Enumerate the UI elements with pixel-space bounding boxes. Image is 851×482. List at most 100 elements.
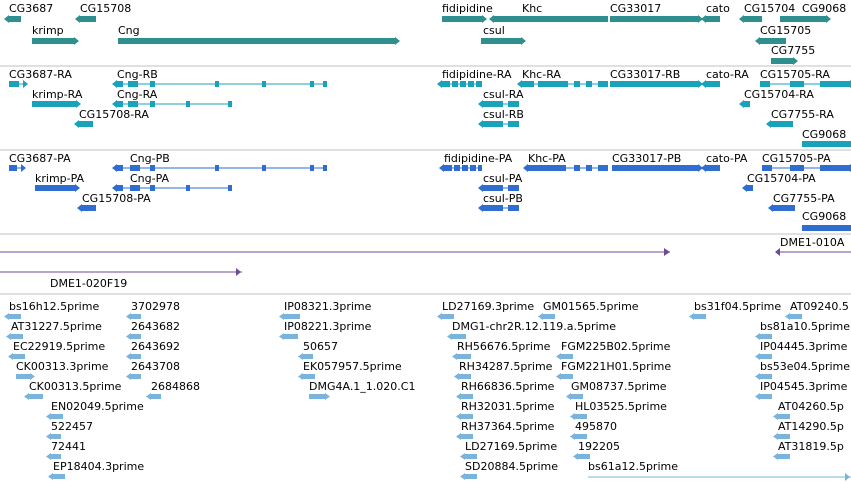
feature-khc-ra[interactable]: Khc-RA: [517, 68, 608, 88]
feature-50657[interactable]: 50657: [298, 340, 338, 360]
feature-cg15704-pa[interactable]: CG15704-PA: [742, 172, 816, 192]
feature-cg3687-ra[interactable]: CG3687-RA: [9, 68, 72, 88]
feature-csul[interactable]: csul: [481, 24, 526, 45]
feature-cg15704[interactable]: CG15704: [739, 2, 795, 23]
feature-ck00313-5prime[interactable]: CK00313.5prime: [24, 380, 122, 400]
feature-at31227-5prime[interactable]: AT31227.5prime: [6, 320, 102, 340]
feature-rh34287-5prime[interactable]: RH34287.5prime: [454, 360, 553, 380]
feature-cng-pb[interactable]: Cng-PB: [112, 152, 327, 172]
feature-495870[interactable]: 495870: [570, 420, 617, 440]
feature-rh32031-5prime[interactable]: RH32031.5prime: [456, 400, 555, 420]
feature-csul-pb[interactable]: csul-PB: [478, 192, 523, 212]
feature-fgm225b02-5prime[interactable]: FGM225B02.5prime: [556, 340, 671, 360]
feature-fidipidine[interactable]: fidipidine: [442, 2, 493, 23]
feature-cg33017-pb[interactable]: CG33017-PB: [612, 152, 703, 172]
feature-cato[interactable]: cato: [701, 2, 730, 23]
feature-ip04445-3prime[interactable]: IP04445.3prime: [755, 340, 848, 360]
feature-label: CG3687-PA: [9, 152, 71, 165]
feature-cg15704-ra[interactable]: CG15704-RA: [739, 88, 814, 108]
feature-cg15705[interactable]: CG15705: [755, 24, 811, 45]
feature-fidipidine-pa[interactable]: fidipidine-PA: [439, 152, 513, 172]
feature-rh56676-5prime[interactable]: RH56676.5prime: [452, 340, 551, 360]
feature-cg15708-ra[interactable]: CG15708-RA: [74, 108, 149, 128]
feature-ip08321-3prime[interactable]: IP08321.3prime: [279, 300, 372, 320]
feature-bs16h12-5prime[interactable]: bs16h12.5prime: [4, 300, 99, 320]
feature-gm08737-5prime[interactable]: GM08737.5prime: [566, 380, 667, 400]
feature-gm01565-5prime[interactable]: GM01565.5prime: [538, 300, 639, 320]
feature-khc[interactable]: Khc: [489, 2, 608, 23]
feature-krimp-pa[interactable]: krimp-PA: [35, 172, 85, 192]
feature-ld27169-3prime[interactable]: LD27169.3prime: [437, 300, 534, 320]
feature-cng[interactable]: Cng: [118, 24, 400, 45]
feature-dme1-020f19[interactable]: DME1-020F19: [0, 268, 242, 290]
feature-cg3687[interactable]: CG3687: [4, 2, 53, 23]
feature-dmg1-chr2r-12-119-a-5prime[interactable]: DMG1-chr2R.12.119.a.5prime: [447, 320, 616, 340]
feature-en02049-5prime[interactable]: EN02049.5prime: [46, 400, 144, 420]
feature-2684868[interactable]: 2684868: [146, 380, 200, 400]
feature-cg7755[interactable]: CG7755: [771, 44, 815, 65]
feature-192205[interactable]: 192205: [573, 440, 620, 460]
feature-cg15705-pa[interactable]: CG15705-PA: [762, 152, 851, 172]
feature-csul-pa[interactable]: csul-PA: [478, 172, 523, 192]
feature-cng-ra[interactable]: Cng-RA: [112, 88, 232, 108]
feature-bs31f04-5prime[interactable]: bs31f04.5prime: [689, 300, 781, 320]
feature-ip08221-3prime[interactable]: IP08221.3prime: [279, 320, 372, 340]
feature-cato-ra[interactable]: cato-RA: [701, 68, 749, 88]
feature-cg15708-pa[interactable]: CG15708-PA: [77, 192, 151, 212]
feature-cg15705-ra[interactable]: CG15705-RA: [760, 68, 851, 88]
strand-arrow-icon: [126, 373, 131, 380]
feature-ek057957-5prime[interactable]: EK057957.5prime: [298, 360, 402, 380]
feature-krimp-ra[interactable]: krimp-RA: [32, 88, 83, 108]
feature-bs53e04-5prime[interactable]: bs53e04.5prime: [755, 360, 850, 380]
feature-72441[interactable]: 72441: [46, 440, 86, 460]
feature-cg3687-pa[interactable]: CG3687-PA: [9, 152, 71, 172]
feature-ip04545-3prime[interactable]: IP04545.3prime: [755, 380, 848, 400]
feature-dmg4a-1-1-020-c1[interactable]: DMG4A.1_1.020.C1: [309, 380, 415, 400]
feature-ld27169-5prime[interactable]: LD27169.5prime: [460, 440, 557, 460]
exon-block: [468, 81, 474, 87]
feature-3702978[interactable]: 3702978: [126, 300, 180, 320]
feature-fidipidine-ra[interactable]: fidipidine-RA: [437, 68, 512, 88]
feature-csul-rb[interactable]: csul-RB: [478, 108, 524, 128]
feature-csul-ra[interactable]: csul-RA: [478, 88, 524, 108]
strand-arrow-icon: [689, 313, 694, 320]
feature-ec22919-5prime[interactable]: EC22919.5prime: [8, 340, 105, 360]
feature-bs81a10-5prime[interactable]: bs81a10.5prime: [755, 320, 850, 340]
feature-dme1-010a[interactable]: DME1-010A: [775, 236, 851, 256]
feature-at04260-5p[interactable]: AT04260.5p: [773, 400, 844, 420]
feature-ep18404-3prime[interactable]: EP18404.3prime: [48, 460, 144, 480]
feature-hl03525-5prime[interactable]: HL03525.5prime: [570, 400, 667, 420]
feature-cg7755-ra[interactable]: CG7755-RA: [766, 108, 834, 128]
feature-sd20884-5prime[interactable]: SD20884.5prime: [460, 460, 558, 480]
exon-block: [215, 165, 219, 171]
feature-at09240-5[interactable]: AT09240.5: [785, 300, 849, 320]
feature-cg9068[interactable]: CG9068: [802, 210, 851, 232]
feature-krimp[interactable]: krimp: [32, 24, 79, 45]
feature-cg33017[interactable]: CG33017: [610, 2, 703, 23]
feature-cg15708[interactable]: CG15708: [75, 2, 131, 23]
feature-ck00313-3prime[interactable]: CK00313.3prime: [16, 360, 109, 380]
feature-cato-pa[interactable]: cato-PA: [701, 152, 748, 172]
feature-2643708[interactable]: 2643708: [126, 360, 180, 380]
feature-fgm221h01-5prime[interactable]: FGM221H01.5prime: [556, 360, 671, 380]
feature-2643692[interactable]: 2643692: [126, 340, 180, 360]
feature-label: csul-PA: [483, 172, 523, 185]
feature-cng-pa[interactable]: Cng-PA: [112, 172, 232, 192]
feature-khc-pa[interactable]: Khc-PA: [523, 152, 608, 172]
feature-at14290-5p[interactable]: AT14290.5p: [773, 420, 844, 440]
feature-cg7755-pa[interactable]: CG7755-PA: [768, 192, 835, 212]
feature-bs61a12-5prime[interactable]: bs61a12.5prime: [588, 460, 851, 481]
feature-522457[interactable]: 522457: [46, 420, 93, 440]
feature-cg33017-rb[interactable]: CG33017-RB: [610, 68, 703, 88]
feature-at31819-5p[interactable]: AT31819.5p: [773, 440, 844, 460]
strand-arrow-icon: [112, 184, 117, 192]
feature-rh66836-5prime[interactable]: RH66836.5prime: [456, 380, 555, 400]
feature-label: CG9068: [802, 210, 846, 223]
feature-cng-rb[interactable]: Cng-RB: [112, 68, 327, 88]
feature-2643682[interactable]: 2643682: [126, 320, 180, 340]
feature-cg9068[interactable]: CG9068: [780, 2, 846, 23]
feature-cg9068[interactable]: CG9068: [802, 128, 851, 148]
feature-rh37364-5prime[interactable]: RH37364.5prime: [456, 420, 555, 440]
strand-arrow-icon: [478, 204, 483, 212]
